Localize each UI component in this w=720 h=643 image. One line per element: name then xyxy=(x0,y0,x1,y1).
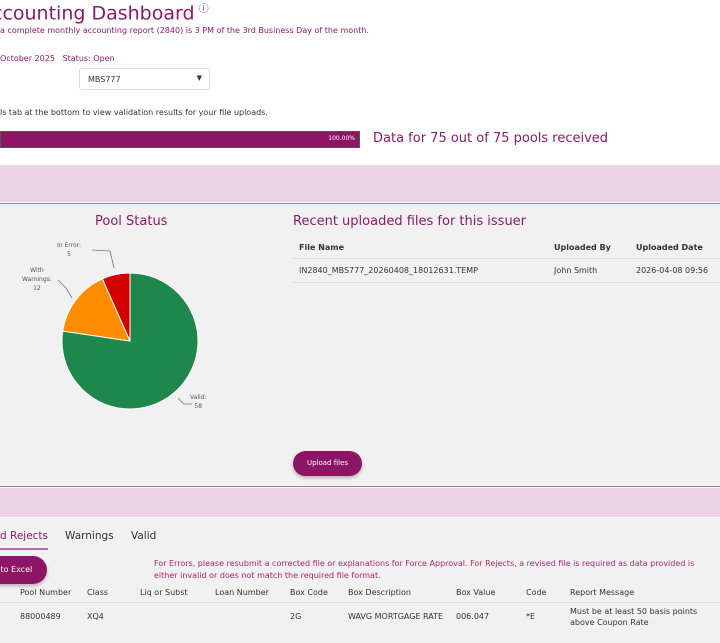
pools-received-text: Data for 75 out of 75 pools received xyxy=(373,131,609,146)
tab-valid[interactable]: Valid xyxy=(131,530,157,542)
pie-label-line: With xyxy=(30,267,44,274)
report-message: Must be at least 50 basis points above C… xyxy=(570,606,698,627)
table-row[interactable]: 88000489 XQ4 2G WAVG MORTGAGE RATE 006.0… xyxy=(0,602,720,631)
period-status: October 2025 Status: Open xyxy=(0,54,115,63)
pie-label-line: Warnings: xyxy=(22,276,52,283)
col-loan-number: Loan Number xyxy=(215,584,290,603)
progress-bar: 100.00% xyxy=(0,131,360,148)
box-code: 2G xyxy=(290,612,302,621)
pie-label-line: In Error: xyxy=(57,242,82,249)
results-table: Pool Number Class Liq or Subst Loan Numb… xyxy=(0,584,720,631)
tab-warnings[interactable]: Warnings xyxy=(65,530,114,542)
pie-label-line: 5 xyxy=(67,251,71,258)
pie-slice-error[interactable] xyxy=(101,272,131,342)
col-box-code: Box Code xyxy=(290,584,348,603)
liq-subst xyxy=(140,602,215,631)
box-description: WAVG MORTGAGE RATE xyxy=(348,612,444,621)
issuer-select[interactable]: MBS777 ▼ xyxy=(79,68,210,90)
recent-files-title: Recent uploaded files for this issuer xyxy=(293,214,527,229)
box-value: 006.047 xyxy=(456,612,490,621)
col-code: Code xyxy=(526,584,570,603)
caret-down-icon: ▼ xyxy=(196,74,202,82)
class: XQ4 xyxy=(87,612,104,621)
col-uploaded-date: Uploaded Date xyxy=(630,238,720,259)
loan-number xyxy=(215,602,290,631)
recent-files-table: File Name Uploaded By Uploaded Date IN2840… xyxy=(293,238,720,283)
col-liq-subst: Liq or Subst xyxy=(140,584,215,603)
pool-status-pie xyxy=(57,249,199,410)
pie-label-line: 58 xyxy=(194,403,203,410)
pie-leader-line xyxy=(91,249,115,269)
table-row[interactable]: IN2840_MBS777_20260408_18012631.TEMP John… xyxy=(293,258,720,283)
code: *E xyxy=(526,612,536,621)
pool-status-title: Pool Status xyxy=(95,214,168,229)
pie-leader-line xyxy=(57,279,73,299)
upload-files-button[interactable]: Upload files xyxy=(293,451,362,476)
instructions-note: For Errors, please resubmit a corrected … xyxy=(154,559,695,580)
col-file-name: File Name xyxy=(293,238,548,259)
export-excel-button[interactable]: t to Excel xyxy=(0,556,47,584)
pie-label: Valid: 58 xyxy=(190,393,206,411)
col-spacer xyxy=(0,584,20,603)
deadline-text: a complete monthly accounting report (28… xyxy=(0,26,369,35)
results-panel xyxy=(0,518,720,643)
pie-label: With Warnings: 12 xyxy=(22,266,52,293)
spacer xyxy=(0,602,20,631)
col-box-description: Box Description xyxy=(348,584,456,603)
col-uploaded-by: Uploaded By xyxy=(548,238,630,259)
uploaded-by: John Smith xyxy=(548,258,630,283)
col-report-message: Report Message xyxy=(570,584,720,603)
section-band xyxy=(0,165,720,202)
pie-leader-line xyxy=(177,397,192,405)
hint-text: ls tab at the bottom to view validation … xyxy=(0,108,268,117)
pie-label-line: Valid: xyxy=(190,394,207,401)
pool-number: 88000489 xyxy=(20,612,61,621)
section-band-2 xyxy=(0,488,720,517)
uploaded-date: 2026-04-08 09:56 xyxy=(630,258,720,283)
file-name: IN2840_MBS777_20260408_18012631.TEMP xyxy=(293,258,548,283)
pie-slice-warnings[interactable] xyxy=(62,278,131,342)
col-pool-number: Pool Number xyxy=(20,584,87,603)
col-class: Class xyxy=(87,584,140,603)
pie-label-line: 12 xyxy=(33,285,41,292)
info-circle-icon[interactable]: ⓘ xyxy=(198,4,209,15)
col-box-value: Box Value xyxy=(456,584,526,603)
tab-errors-rejects[interactable]: d Rejects xyxy=(0,530,49,550)
pie-label: In Error: 5 xyxy=(57,241,81,259)
page-title: ccounting Dashboard ⓘ xyxy=(0,2,209,25)
